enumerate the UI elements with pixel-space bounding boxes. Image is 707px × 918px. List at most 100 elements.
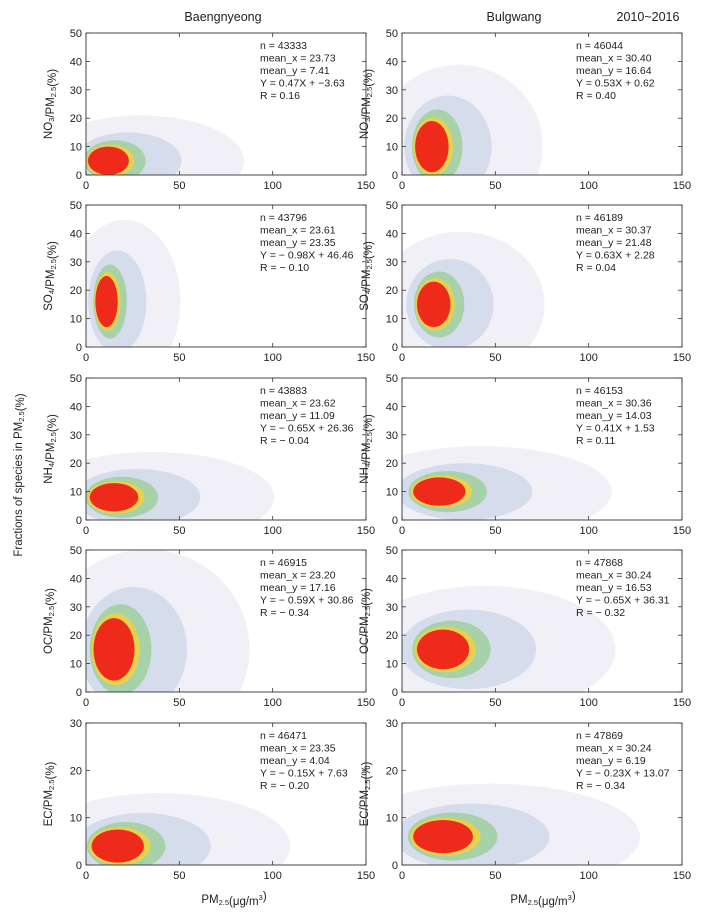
stat-line: n = 46044: [576, 40, 623, 52]
stat-line: Y = − 0.15X + 7.63: [260, 768, 348, 780]
y-tick-label: 10: [386, 314, 398, 326]
plot-frame: [85, 377, 367, 521]
stat-line: R = − 0.32: [576, 607, 625, 619]
x-tick-label: 150: [673, 525, 691, 537]
y-tick-label: 0: [392, 342, 398, 354]
density-layer-4: [415, 121, 449, 173]
x-tick-label: 100: [579, 697, 597, 709]
stat-line: mean_y = 16.64: [576, 65, 652, 77]
density-cloud: [402, 585, 616, 692]
y-tick-label: 50: [70, 200, 82, 212]
stat-line: n = 47868: [576, 557, 623, 569]
stat-line: Y = − 0.59X + 30.86: [260, 595, 354, 607]
row-y-label: OC/PM2.5(%): [43, 588, 57, 654]
y-tick-label: 0: [392, 687, 398, 699]
y-tick-label: 40: [70, 228, 82, 240]
stat-line: mean_x = 23.73: [260, 53, 336, 65]
y-tick-label: 0: [76, 515, 82, 527]
plot-frame: [85, 204, 367, 348]
y-tick-label: 0: [392, 860, 398, 872]
y-tick-label: 30: [70, 718, 82, 730]
y-tick-label: 30: [70, 602, 82, 614]
density-cloud: [86, 550, 250, 692]
x-axis-label-left: PM2.5(μg/m3): [201, 891, 267, 908]
y-tick-label: 30: [386, 718, 398, 730]
y-tick-label: 30: [70, 85, 82, 97]
row-y-label-right: EC/PM2.5(%): [359, 761, 373, 826]
density-layer-4: [87, 146, 129, 175]
x-tick-label: 100: [263, 870, 281, 882]
row-y-label-right: SO4/PM2.5(%): [359, 241, 375, 311]
plot-frame: [401, 204, 683, 348]
y-tick-label: 30: [386, 430, 398, 442]
stat-line: mean_x = 30.37: [576, 225, 652, 237]
stat-line: R = 0.40: [576, 90, 616, 102]
y-tick-label: 40: [386, 228, 398, 240]
row-y-label-right: NH4/PM2.5(%): [359, 414, 375, 484]
y-tick-label: 20: [70, 630, 82, 642]
row-y-label: NO3/PM2.5(%): [43, 69, 59, 139]
y-tick-label: 20: [386, 630, 398, 642]
stat-line: mean_x = 23.20: [260, 570, 336, 582]
stat-line: mean_x = 30.40: [576, 53, 652, 65]
stat-line: mean_x = 23.35: [260, 743, 336, 755]
y-tick-label: 40: [386, 56, 398, 68]
y-tick-label: 0: [392, 515, 398, 527]
x-tick-label: 150: [673, 870, 691, 882]
x-tick-label: 50: [489, 352, 501, 364]
x-tick-label: 0: [399, 525, 405, 537]
y-tick-label: 10: [386, 813, 398, 825]
plot-frame: [85, 722, 367, 866]
stat-line: Y = 0.47X + −3.63: [260, 78, 345, 90]
x-tick-label: 100: [263, 180, 281, 192]
density-cloud: [86, 793, 291, 865]
x-tick-label: 0: [83, 697, 89, 709]
stat-line: mean_x = 30.24: [576, 570, 652, 582]
x-tick-label: 150: [357, 697, 375, 709]
y-tick-label: 50: [386, 28, 398, 40]
x-tick-label: 50: [173, 525, 185, 537]
stat-line: R = 0.04: [576, 262, 616, 274]
stat-line: mean_y = 7.41: [260, 65, 330, 77]
stat-line: mean_y = 14.03: [576, 410, 652, 422]
stat-line: mean_y = 21.48: [576, 237, 652, 249]
density-cloud: [402, 446, 612, 520]
y-tick-label: 40: [70, 401, 82, 413]
y-tick-label: 20: [386, 113, 398, 125]
y-tick-label: 20: [70, 113, 82, 125]
stat-line: R = − 0.04: [260, 435, 309, 447]
density-layer-4: [89, 483, 139, 512]
density-cloud: [402, 231, 545, 347]
x-tick-label: 100: [263, 525, 281, 537]
stat-line: mean_y = 23.35: [260, 237, 336, 249]
y-tick-label: 10: [70, 314, 82, 326]
plot-frame: [401, 722, 683, 866]
x-tick-label: 0: [399, 180, 405, 192]
row-y-label: NH4/PM2.5(%): [43, 414, 59, 484]
y-tick-label: 0: [76, 860, 82, 872]
stat-line: n = 47869: [576, 730, 623, 742]
density-cloud: [86, 115, 244, 175]
y-tick-label: 50: [70, 373, 82, 385]
y-tick-label: 10: [386, 487, 398, 499]
y-tick-label: 20: [70, 765, 82, 777]
stat-line: n = 43796: [260, 212, 307, 224]
stat-line: mean_x = 30.24: [576, 743, 652, 755]
stat-line: mean_x = 30.36: [576, 398, 652, 410]
y-tick-label: 30: [386, 257, 398, 269]
x-tick-label: 0: [83, 180, 89, 192]
column-title-baengnyeong: Baengnyeong: [184, 10, 261, 24]
y-tick-label: 10: [386, 142, 398, 154]
stat-line: Y = − 0.65X + 36.31: [576, 595, 670, 607]
x-axis-label-right: PM2.5(μg/m3): [510, 891, 576, 908]
x-tick-label: 50: [173, 697, 185, 709]
